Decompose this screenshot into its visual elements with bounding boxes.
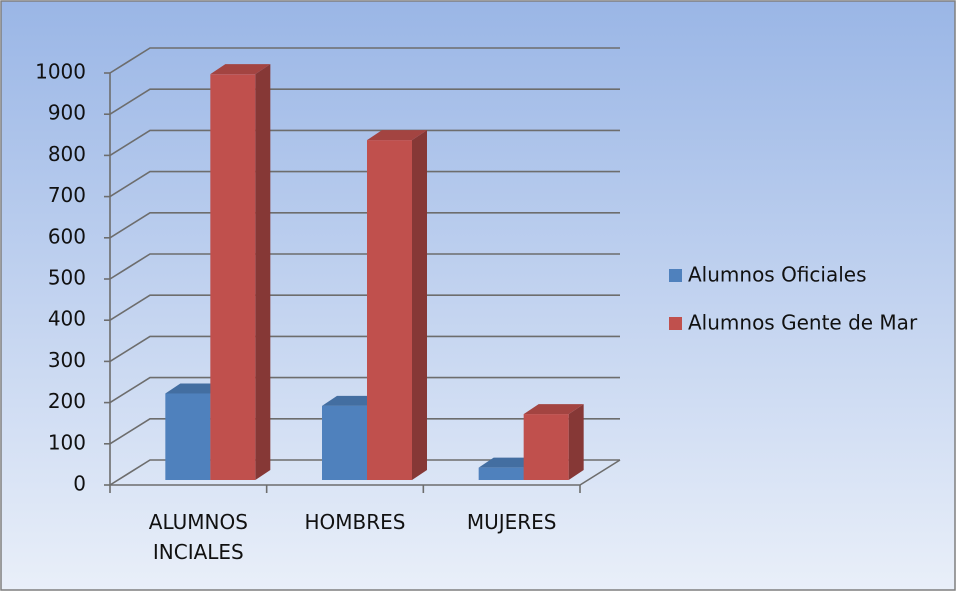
bar xyxy=(322,405,367,480)
bar xyxy=(523,414,569,480)
y-tick-label: 100 xyxy=(48,430,86,454)
y-tick-label: 500 xyxy=(48,266,86,290)
y-tick-label: 200 xyxy=(48,389,86,413)
grid-line xyxy=(109,376,620,404)
x-tick-label: MUJERES xyxy=(466,510,557,534)
y-tick-label: 0 xyxy=(73,472,86,496)
y-tick-label: 800 xyxy=(48,142,86,166)
x-tick-label: ALUMNOS INCIALES xyxy=(148,510,248,564)
bar xyxy=(367,140,412,480)
grid-line xyxy=(109,47,620,74)
bar xyxy=(478,467,524,480)
bar xyxy=(165,393,211,480)
y-tick-label: 300 xyxy=(48,348,86,372)
grid-line xyxy=(109,253,620,280)
legend-label: Alumnos Oficiales xyxy=(688,263,867,287)
y-tick-label: 400 xyxy=(48,307,86,331)
grid-line xyxy=(109,459,620,486)
bar-side xyxy=(568,404,584,480)
bar-top xyxy=(210,64,271,75)
grid-line xyxy=(109,88,620,115)
grid-line xyxy=(109,417,620,445)
bar-side xyxy=(255,64,271,481)
bar xyxy=(210,74,256,481)
grid-line xyxy=(109,212,620,239)
bar-top xyxy=(367,130,427,141)
bar-side xyxy=(412,130,427,480)
legend-swatch xyxy=(669,317,682,330)
x-tick-label: HOMBRES xyxy=(304,510,406,534)
legend-label: Alumnos Gente de Mar xyxy=(688,311,918,335)
grid-line xyxy=(109,294,620,321)
y-tick-label: 1000 xyxy=(35,60,86,84)
y-tick-label: 700 xyxy=(48,183,86,207)
legend-swatch xyxy=(669,269,682,282)
y-tick-label: 900 xyxy=(48,101,86,125)
grid-line xyxy=(109,129,620,157)
bar-top xyxy=(523,404,584,415)
y-tick-label: 600 xyxy=(48,224,86,248)
grid-line xyxy=(109,335,620,363)
grid-line xyxy=(109,170,620,198)
